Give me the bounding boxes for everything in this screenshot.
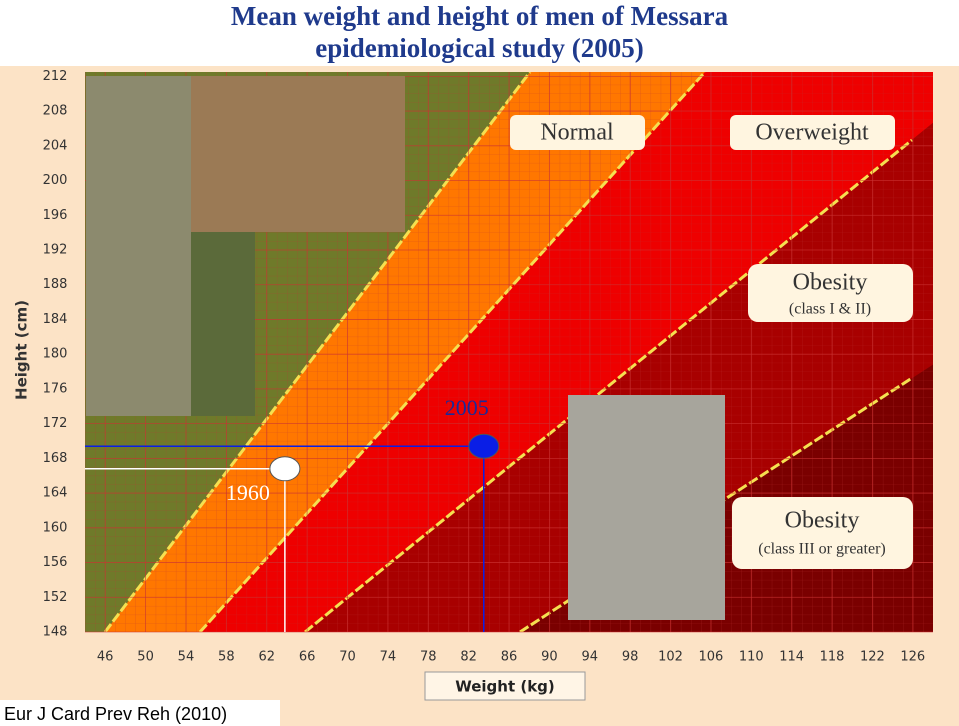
- x-tick-label: 94: [581, 650, 598, 665]
- y-tick-label: 212: [43, 69, 68, 84]
- y-tick-label: 184: [43, 312, 68, 327]
- y-tick-label: 168: [43, 451, 68, 466]
- chart-title: Mean weight and height of men of Messara…: [230, 1, 729, 63]
- point-label: 2005: [445, 395, 489, 420]
- y-tick-label: 200: [43, 173, 68, 188]
- x-tick-label: 90: [541, 650, 558, 665]
- x-tick-label: 58: [218, 650, 235, 665]
- zone-sublabel: (class III or greater): [758, 541, 885, 558]
- photo: [568, 395, 725, 620]
- photo: [191, 232, 255, 416]
- x-tick-label: 126: [900, 650, 925, 665]
- y-tick-label: 204: [43, 138, 68, 153]
- zone-label: Overweight: [755, 120, 869, 146]
- y-tick-label: 176: [43, 381, 68, 396]
- x-label-box: [424, 671, 586, 701]
- label-box: [730, 115, 895, 150]
- zone-labels: Normal Overweight Obesity (class I & II)…: [510, 115, 913, 569]
- zone-label: Normal: [540, 120, 614, 146]
- zone-label: Obesity: [793, 270, 868, 296]
- y-tick-label: 180: [43, 347, 68, 362]
- y-axis-label: Height (cm): [13, 300, 31, 400]
- y-tick-label: 188: [43, 277, 68, 292]
- x-tick-label: 106: [698, 650, 723, 665]
- x-tick-label: 78: [420, 650, 437, 665]
- label-box: [732, 497, 913, 569]
- x-tick-label: 46: [97, 650, 114, 665]
- y-tick-label: 160: [43, 520, 68, 535]
- x-tick-label: 98: [622, 650, 639, 665]
- x-tick-label: 122: [860, 650, 885, 665]
- x-tick-label: 86: [501, 650, 518, 665]
- photo: [86, 76, 191, 416]
- x-tick-label: 74: [380, 650, 397, 665]
- point-label: 1960: [226, 480, 270, 505]
- x-tick-label: 66: [299, 650, 316, 665]
- x-tick-label: 118: [820, 650, 845, 665]
- y-tick-label: 152: [43, 590, 68, 605]
- source-box: [0, 700, 280, 726]
- x-tick-label: 114: [779, 650, 804, 665]
- x-tick-label: 62: [258, 650, 275, 665]
- point: [468, 433, 500, 459]
- label-box: [748, 264, 913, 322]
- photos: [86, 76, 725, 620]
- y-tick-label: 148: [43, 625, 68, 640]
- photo: [191, 76, 405, 232]
- point: [269, 456, 301, 482]
- y-tick-label: 208: [43, 104, 68, 119]
- x-tick-label: 110: [739, 650, 764, 665]
- zone-sublabel: (class I & II): [789, 301, 871, 318]
- x-tick-label: 50: [137, 650, 154, 665]
- zone-label: Obesity: [785, 508, 860, 534]
- y-tick-label: 192: [43, 242, 68, 257]
- x-tick-label: 102: [658, 650, 683, 665]
- y-tick-label: 196: [43, 208, 68, 223]
- source: Eur J Card Prev Reh (2010): [4, 704, 227, 724]
- y-tick-label: 156: [43, 555, 68, 570]
- x-tick-label: 54: [178, 650, 195, 665]
- title-box: Mean weight and height of men of Messara…: [0, 0, 959, 64]
- x-tick-label: 70: [339, 650, 356, 665]
- x-tick-label: 82: [460, 650, 477, 665]
- x-axis-label: Weight (kg): [455, 678, 555, 696]
- y-tick-label: 172: [43, 416, 68, 431]
- label-box: [510, 115, 645, 150]
- y-tick-label: 164: [43, 486, 68, 501]
